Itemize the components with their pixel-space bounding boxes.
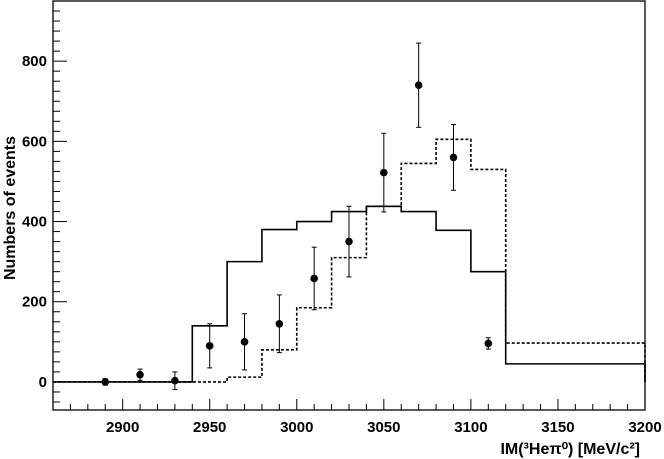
x-axis: 2900 2950 3000 3050 3100 3150 3200 xyxy=(69,399,662,436)
y-axis: 0 200 400 600 800 xyxy=(22,10,67,403)
x-tick-label: 3000 xyxy=(280,419,313,436)
data-point xyxy=(414,81,423,90)
data-point xyxy=(310,274,318,283)
x-tick-label: 3100 xyxy=(454,419,487,436)
dashed-histogram xyxy=(53,138,646,383)
data-points-layer xyxy=(101,42,493,391)
y-tick-label: 0 xyxy=(39,374,47,391)
y-tick-label: 400 xyxy=(22,214,47,231)
data-point xyxy=(101,378,110,386)
y-tick-label: 800 xyxy=(22,53,47,70)
x-axis-title: IM(³Heπ⁰) [MeV/c²] xyxy=(500,441,640,458)
y-tick-label: 600 xyxy=(22,133,47,150)
y-tick-label: 200 xyxy=(22,294,47,311)
plot-frame xyxy=(52,0,646,411)
data-point xyxy=(136,370,144,379)
data-point xyxy=(171,376,179,385)
data-point xyxy=(205,342,214,350)
data-point xyxy=(345,237,353,246)
x-tick-label: 3150 xyxy=(541,419,574,436)
data-point xyxy=(449,153,458,162)
x-tick-label: 2950 xyxy=(193,419,226,436)
x-tick-label: 2900 xyxy=(106,419,139,436)
data-point xyxy=(240,338,249,346)
histogram-layer xyxy=(53,138,646,383)
solid-histogram xyxy=(53,205,646,383)
data-point xyxy=(484,339,493,348)
data-point xyxy=(380,168,388,177)
data-point xyxy=(275,319,284,328)
x-tick-label: 3050 xyxy=(367,419,400,436)
x-tick-label: 3200 xyxy=(628,419,661,436)
y-axis-title: Numbers of events xyxy=(2,136,19,280)
